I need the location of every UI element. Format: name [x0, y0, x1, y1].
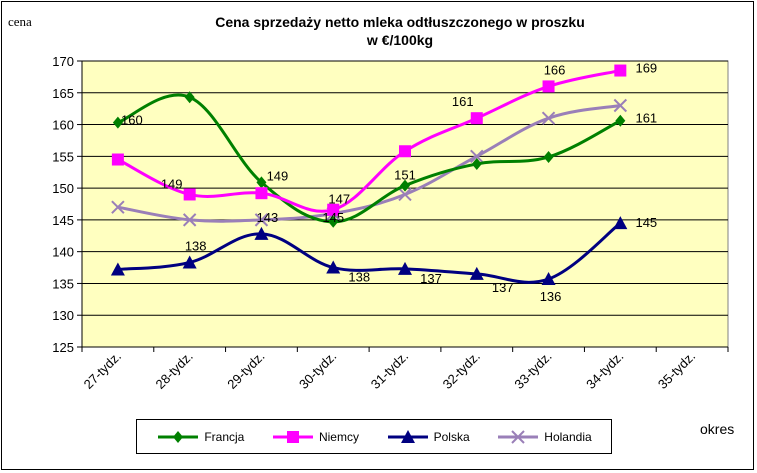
data-point [399, 145, 411, 158]
legend-marker [173, 430, 184, 443]
x-tick-label: 31-tydz. [368, 349, 411, 392]
plot-area [81, 60, 729, 348]
y-tick-label: 160 [52, 118, 74, 133]
data-point [541, 111, 556, 125]
data-point [543, 150, 554, 163]
y-axis-label: cena [8, 14, 32, 29]
data-point [542, 80, 555, 93]
series-niemcy [111, 64, 627, 216]
legend-marker [286, 430, 299, 443]
data-point [184, 91, 195, 104]
y-tick-label: 165 [52, 86, 74, 101]
data-label: 149 [161, 176, 183, 191]
data-point [327, 203, 340, 216]
data-point [471, 157, 482, 170]
data-point [614, 64, 627, 77]
x-tick-label: 27-tydz. [81, 349, 124, 392]
data-point [470, 149, 484, 164]
data-point [111, 200, 125, 214]
data-label: 138 [185, 238, 207, 253]
data-label: 136 [540, 289, 562, 304]
data-point [326, 260, 341, 274]
data-label: 138 [348, 270, 370, 285]
data-label: 161 [452, 94, 474, 109]
data-point [254, 226, 269, 240]
data-label: 145 [635, 215, 657, 230]
data-label: 161 [635, 111, 657, 126]
series-line [117, 93, 622, 224]
data-point [613, 216, 628, 230]
data-label: 137 [492, 280, 514, 295]
data-point [615, 114, 626, 127]
data-label: 143 [257, 210, 279, 225]
chart-title-line-2: w €/100kg [366, 32, 434, 48]
data-label: 166 [544, 62, 566, 77]
y-tick-label: 135 [52, 276, 74, 291]
data-point [183, 188, 196, 201]
data-point [328, 215, 339, 228]
legend-swatch [158, 430, 199, 443]
chart-title-line-1: Cena sprzedaży netto mleka odtłuszczoneg… [215, 14, 585, 30]
legend-label: Holandia [544, 429, 592, 444]
data-point [541, 271, 556, 285]
series-line [117, 69, 621, 213]
x-tick-label: 29-tydz. [224, 349, 267, 392]
data-label: 149 [267, 168, 289, 183]
y-tick-label: 130 [52, 308, 74, 323]
x-axis-label: okres [700, 421, 735, 437]
x-tick-label: 35-tydz. [655, 349, 698, 392]
legend-marker [400, 429, 415, 443]
legend-swatch [272, 430, 313, 443]
data-label: 145 [322, 210, 344, 225]
legend-item-holandia: Holandia [496, 429, 592, 444]
y-tick-label: 150 [52, 181, 74, 196]
data-label: 151 [394, 168, 416, 183]
x-tick-label: 32-tydz. [440, 349, 483, 392]
legend-marker [511, 429, 526, 444]
data-point [111, 153, 124, 166]
legend-swatch [498, 429, 539, 444]
y-tick-label: 155 [52, 149, 74, 164]
data-point [254, 213, 269, 227]
data-point [398, 187, 412, 202]
data-point [400, 179, 410, 192]
series-polska [110, 216, 628, 285]
x-tick-label: 30-tydz. [296, 349, 339, 392]
data-point [398, 261, 412, 275]
x-tick-label: 33-tydz. [511, 349, 554, 392]
legend-swatch [387, 429, 428, 443]
legend-item-francja: Francja [156, 430, 244, 444]
legend-label: Francja [204, 429, 245, 444]
data-point [470, 112, 483, 125]
data-point [182, 213, 197, 227]
data-label: 169 [635, 61, 657, 76]
legend-item-polska: Polska [386, 429, 470, 444]
data-point [613, 98, 628, 113]
data-point [256, 176, 267, 189]
y-tick-label: 140 [52, 245, 74, 260]
x-tick-label: 34-tydz. [583, 349, 626, 392]
data-point [182, 255, 197, 269]
legend: Francja Niemcy Polska Holandia [136, 419, 612, 454]
x-tick-label: 28-tydz. [152, 349, 195, 392]
y-tick-label: 145 [52, 213, 74, 228]
y-tick-label: 170 [52, 54, 74, 69]
legend-label: Polska [433, 429, 470, 444]
legend-label: Niemcy [318, 429, 359, 444]
data-point [110, 262, 125, 276]
data-point [469, 266, 484, 280]
legend-item-niemcy: Niemcy [271, 430, 359, 444]
data-label: 160 [121, 113, 143, 128]
y-tick-label: 125 [52, 340, 74, 355]
data-point [255, 187, 268, 200]
data-label: 137 [420, 271, 442, 286]
data-point [112, 116, 123, 129]
series-francja [112, 91, 626, 228]
data-label: 147 [328, 192, 350, 207]
